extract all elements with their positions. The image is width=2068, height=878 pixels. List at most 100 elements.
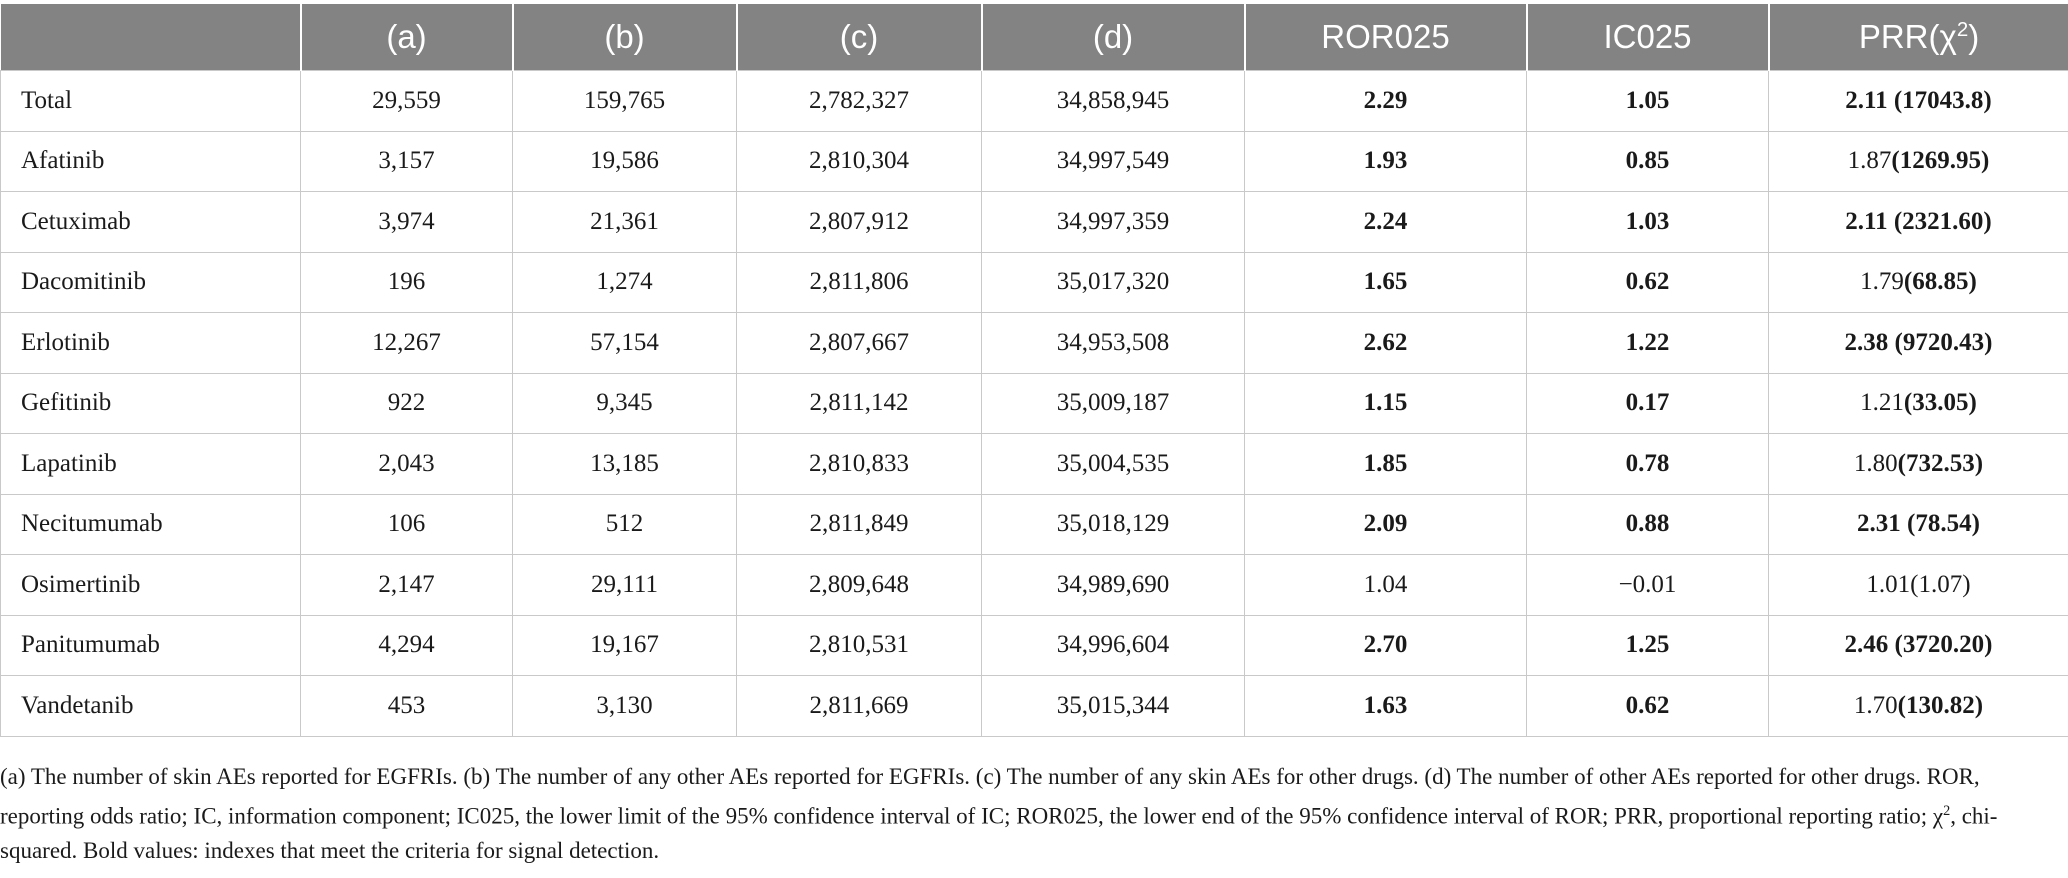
- prr-chi-cell: 1.80(732.53): [1768, 433, 2068, 495]
- table-row: Erlotinib 12,267 57,154 2,807,667 34,953,508…: [0, 312, 2068, 374]
- ror025-cell: 2.09: [1244, 493, 1527, 555]
- count-a-cell: 106: [300, 493, 513, 555]
- prr-value: 1.70: [1853, 691, 1898, 719]
- chi-squared-value: (2321.60): [1887, 207, 1992, 235]
- drug-name-cell: Afatinib: [0, 130, 301, 192]
- count-a-cell: 12,267: [300, 312, 513, 374]
- drug-name-cell: Panitumumab: [0, 614, 301, 676]
- table-row: Total 29,559 159,765 2,782,327 34,858,945 2.2…: [0, 70, 2068, 132]
- table-row: Gefitinib 922 9,345 2,811,142 35,009,187 1.15…: [0, 372, 2068, 434]
- ic025-cell: 0.17: [1526, 372, 1769, 434]
- ror025-cell: 1.85: [1244, 433, 1527, 495]
- count-d-cell: 34,997,549: [981, 130, 1245, 192]
- count-b-cell: 9,345: [512, 372, 737, 434]
- ic025-cell: −0.01: [1526, 554, 1769, 616]
- count-a-cell: 4,294: [300, 614, 513, 676]
- table-footnote: (a) The number of skin AEs reported for …: [0, 764, 1998, 863]
- chi-squared-value: (1.07): [1910, 570, 1971, 598]
- prr-chi-cell: 2.46 (3720.20): [1768, 614, 2068, 676]
- count-a-cell: 2,147: [300, 554, 513, 616]
- count-d-cell: 35,004,535: [981, 433, 1245, 495]
- header-ror025: ROR025: [1243, 4, 1527, 71]
- count-d-cell: 34,953,508: [981, 312, 1245, 374]
- drug-name-cell: Lapatinib: [0, 433, 301, 495]
- count-a-cell: 196: [300, 251, 513, 313]
- prr-value: 1.80: [1853, 449, 1898, 477]
- prr-value: 2.11: [1845, 207, 1888, 235]
- chi-squared-value: (130.82): [1897, 691, 1984, 719]
- chi-squared-value: (68.85): [1903, 268, 1977, 296]
- prr-value: 2.11: [1845, 86, 1888, 114]
- count-a-cell: 3,974: [300, 191, 513, 253]
- ic025-cell: 0.62: [1526, 675, 1769, 737]
- count-b-cell: 159,765: [512, 70, 737, 132]
- count-a-cell: 453: [300, 675, 513, 737]
- ror025-cell: 1.04: [1244, 554, 1527, 616]
- drug-name-cell: Vandetanib: [0, 675, 301, 737]
- count-d-cell: 34,858,945: [981, 70, 1245, 132]
- table-row: Panitumumab 4,294 19,167 2,810,531 34,996,60…: [0, 614, 2068, 676]
- count-b-cell: 19,586: [512, 130, 737, 192]
- prr-chi-cell: 1.21(33.05): [1768, 372, 2068, 434]
- count-d-cell: 34,997,359: [981, 191, 1245, 253]
- ror025-cell: 1.15: [1244, 372, 1527, 434]
- count-d-cell: 35,015,344: [981, 675, 1245, 737]
- count-b-cell: 512: [512, 493, 737, 555]
- prr-value: 1.21: [1860, 389, 1904, 417]
- prr-value: 2.31: [1857, 510, 1901, 538]
- count-c-cell: 2,809,648: [736, 554, 982, 616]
- ror025-cell: 2.24: [1244, 191, 1527, 253]
- table-row: Dacomitinib 196 1,274 2,811,806 35,017,320 1.…: [0, 251, 2068, 313]
- count-b-cell: 29,111: [512, 554, 737, 616]
- drug-name-cell: Erlotinib: [0, 312, 301, 374]
- count-d-cell: 34,989,690: [981, 554, 1245, 616]
- header-b: (b): [511, 4, 737, 71]
- count-b-cell: 21,361: [512, 191, 737, 253]
- count-a-cell: 3,157: [300, 130, 513, 192]
- count-a-cell: 2,043: [300, 433, 513, 495]
- ror025-cell: 1.65: [1244, 251, 1527, 313]
- prr-value: 2.46: [1844, 631, 1889, 659]
- count-c-cell: 2,811,142: [736, 372, 982, 434]
- drug-name-cell: Cetuximab: [0, 191, 301, 253]
- table-row: Necitumumab 106 512 2,811,849 35,018,129 2.09…: [0, 493, 2068, 555]
- chi-squared-value: (17043.8): [1887, 86, 1992, 114]
- prr-value: 1.01: [1866, 570, 1911, 598]
- count-a-cell: 29,559: [300, 70, 513, 132]
- count-d-cell: 35,018,129: [981, 493, 1245, 555]
- header-d: (d): [980, 4, 1245, 71]
- count-b-cell: 1,274: [512, 251, 737, 313]
- count-c-cell: 2,811,669: [736, 675, 982, 737]
- table-row: Vandetanib 453 3,130 2,811,669 35,015,344 1.6…: [0, 675, 2068, 737]
- count-d-cell: 34,996,604: [981, 614, 1245, 676]
- count-c-cell: 2,811,806: [736, 251, 982, 313]
- count-c-cell: 2,810,833: [736, 433, 982, 495]
- prr-chi-cell: 1.01(1.07): [1768, 554, 2068, 616]
- ic025-cell: 0.78: [1526, 433, 1769, 495]
- table-row: Osimertinib 2,147 29,111 2,809,648 34,989,69…: [0, 554, 2068, 616]
- count-c-cell: 2,811,849: [736, 493, 982, 555]
- prr-chi-cell: 1.70(130.82): [1768, 675, 2068, 737]
- ror025-cell: 2.29: [1244, 70, 1527, 132]
- count-c-cell: 2,810,531: [736, 614, 982, 676]
- chi-squared-value: (9720.43): [1888, 328, 1993, 356]
- count-b-cell: 13,185: [512, 433, 737, 495]
- table-row: Cetuximab 3,974 21,361 2,807,912 34,997,359 2…: [0, 191, 2068, 253]
- chi-squared-value: (3720.20): [1888, 631, 1993, 659]
- header-row: (a) (b) (c) (d) ROR025 IC025 PRR(χ2): [0, 4, 2068, 71]
- ror025-cell: 2.70: [1244, 614, 1527, 676]
- prr-value: 1.87: [1847, 147, 1892, 175]
- header-a: (a): [299, 4, 513, 71]
- table-row: Afatinib 3,157 19,586 2,810,304 34,997,549 1.…: [0, 130, 2068, 192]
- chi-squared-value: (78.54): [1900, 510, 1980, 538]
- count-d-cell: 35,017,320: [981, 251, 1245, 313]
- ic025-cell: 1.22: [1526, 312, 1769, 374]
- table-row: Lapatinib 2,043 13,185 2,810,833 35,004,535 1…: [0, 433, 2068, 495]
- count-b-cell: 57,154: [512, 312, 737, 374]
- count-d-cell: 35,009,187: [981, 372, 1245, 434]
- prr-chi-cell: 2.11 (17043.8): [1768, 70, 2068, 132]
- chi-squared-value: (1269.95): [1891, 147, 1990, 175]
- drug-name-cell: Necitumumab: [0, 493, 301, 555]
- count-c-cell: 2,782,327: [736, 70, 982, 132]
- ic025-cell: 0.88: [1526, 493, 1769, 555]
